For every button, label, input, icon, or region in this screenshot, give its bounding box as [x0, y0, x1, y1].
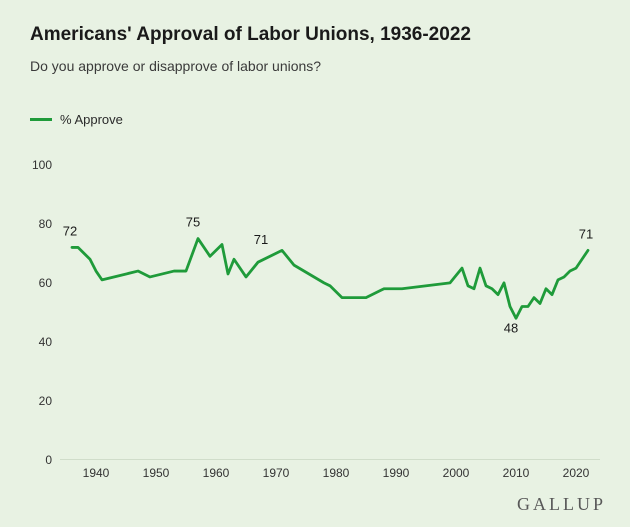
x-tick-label: 1980 [323, 466, 350, 480]
chart-subtitle: Do you approve or disapprove of labor un… [30, 58, 321, 74]
x-tick-label: 2010 [503, 466, 530, 480]
chart-title: Americans' Approval of Labor Unions, 193… [30, 24, 471, 46]
y-tick-label: 20 [0, 394, 52, 408]
x-tick-label: 2020 [563, 466, 590, 480]
y-tick-label: 40 [0, 335, 52, 349]
chart-container: Americans' Approval of Labor Unions, 193… [0, 0, 630, 527]
data-label: 71 [579, 226, 593, 241]
legend-label: % Approve [60, 112, 123, 127]
y-tick-label: 60 [0, 276, 52, 290]
y-tick-label: 100 [0, 158, 52, 172]
line-chart: 72 75 71 48 71 [60, 150, 600, 460]
x-tick-label: 1970 [263, 466, 290, 480]
legend-swatch [30, 118, 52, 121]
data-label: 48 [504, 320, 518, 335]
x-tick-label: 1990 [383, 466, 410, 480]
x-tick-label: 2000 [443, 466, 470, 480]
y-tick-label: 80 [0, 217, 52, 231]
y-tick-label: 0 [0, 453, 52, 467]
x-tick-label: 1950 [143, 466, 170, 480]
brand-logo: GALLUP [517, 494, 606, 515]
approve-line [72, 239, 588, 319]
data-label: 72 [63, 223, 77, 238]
x-tick-label: 1940 [83, 466, 110, 480]
legend: % Approve [30, 112, 123, 127]
x-tick-label: 1960 [203, 466, 230, 480]
x-axis-ticks: 1940 1950 1960 1970 1980 1990 2000 2010 2020 [30, 466, 600, 486]
data-label: 75 [186, 215, 200, 230]
data-label: 71 [254, 232, 268, 247]
